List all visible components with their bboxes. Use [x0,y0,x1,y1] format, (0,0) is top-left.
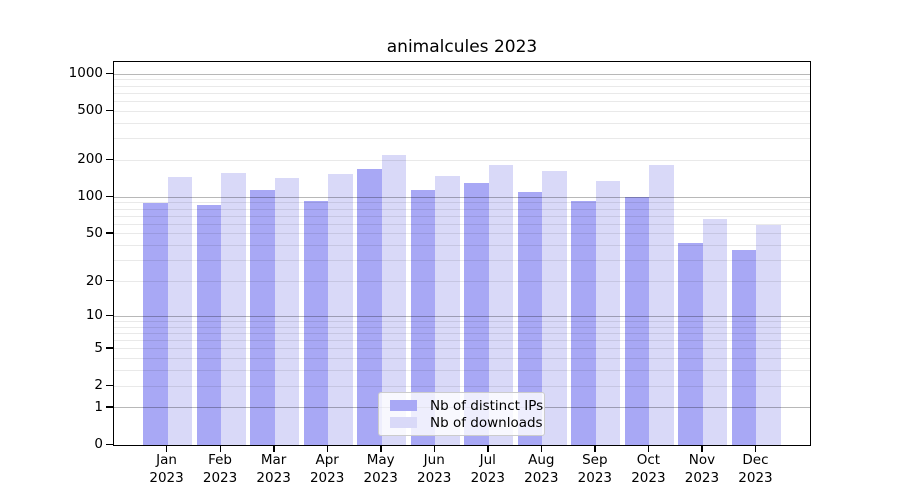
x-tick-apr [326,445,329,452]
bar-distinct-ips-may [357,169,382,445]
bar-distinct-ips-jan [143,203,168,445]
y-tick-label-20: 20 [85,272,103,289]
x-tick-may [380,445,382,452]
x-tick-oct [647,445,650,452]
x-tick-jun [433,445,436,452]
y-tick-20 [106,280,113,282]
bar-downloads-dec [756,225,781,445]
x-tick-label-jan: Jan 2023 [149,452,184,486]
bar-downloads-jan [167,177,193,445]
bar-downloads-feb [221,172,246,445]
x-tick-label-dec: Dec 2023 [738,452,773,486]
y-tick-label-50: 50 [85,224,103,241]
legend-swatch-distinct-ips [390,400,417,411]
x-tick-label-aug: Aug 2023 [524,452,559,486]
y-tick-2 [106,384,113,386]
x-tick-jul [487,445,489,452]
legend-label-distinct-ips: Nb of distinct IPs [430,397,544,414]
y-tick-1000 [106,72,113,75]
plot-area [113,61,811,446]
y-tick-200 [106,158,113,161]
legend: Nb of distinct IPs Nb of downloads [378,392,545,436]
y-tick-label-100: 100 [77,188,103,205]
bar-downloads-mar [274,177,300,445]
y-tick-label-2: 2 [94,377,103,394]
legend-item-downloads: Nb of downloads [385,414,543,431]
x-tick-label-sep: Sep 2023 [577,452,613,486]
y-tick-label-1: 1 [94,398,103,415]
x-tick-label-nov: Nov 2023 [684,452,720,486]
y-tick-label-200: 200 [77,151,103,168]
x-tick-jan [166,445,168,452]
bar-distinct-ips-mar [250,190,275,445]
x-tick-label-mar: Mar 2023 [256,452,291,486]
legend-swatch-downloads [390,417,417,428]
bar-distinct-ips-dec [731,249,757,445]
bar-distinct-ips-nov [678,243,703,445]
x-tick-label-apr: Apr 2023 [309,452,345,486]
bar-distinct-ips-oct [624,197,650,445]
bar-downloads-oct [649,165,674,445]
x-tick-sep [594,445,596,452]
bar-distinct-ips-feb [196,204,222,445]
x-tick-label-feb: Feb 2023 [202,452,238,486]
y-tick-label-0: 0 [94,436,103,452]
y-tick-5 [106,347,113,349]
bar-downloads-sep [595,180,621,445]
legend-item-distinct-ips: Nb of distinct IPs [385,397,543,414]
bars-layer [114,62,810,445]
legend-label-downloads: Nb of downloads [430,414,543,431]
x-tick-dec [754,445,757,452]
bar-downloads-aug [542,171,567,445]
bar-distinct-ips-sep [571,200,596,445]
y-tick-1 [106,406,113,408]
x-tick-feb [219,445,221,452]
y-tick-label-10: 10 [85,307,103,324]
x-tick-label-jul: Jul 2023 [470,452,505,486]
chart-title: animalcules 2023 [386,37,538,57]
x-tick-nov [701,445,703,452]
x-tick-aug [540,445,543,452]
y-tick-10 [106,314,113,317]
bar-distinct-ips-apr [303,201,329,445]
y-tick-50 [106,232,113,234]
bar-downloads-nov [702,218,728,445]
x-tick-label-oct: Oct 2023 [631,452,666,486]
y-tick-0 [106,443,113,445]
x-tick-mar [273,445,275,452]
y-tick-500 [106,109,113,112]
y-tick-100 [106,195,113,198]
y-tick-label-500: 500 [77,102,103,119]
bar-downloads-apr [328,174,353,445]
x-tick-label-may: May 2023 [363,452,398,486]
y-tick-label-5: 5 [94,339,103,356]
x-tick-label-jun: Jun 2023 [417,452,452,486]
y-tick-label-1000: 1000 [68,65,103,82]
